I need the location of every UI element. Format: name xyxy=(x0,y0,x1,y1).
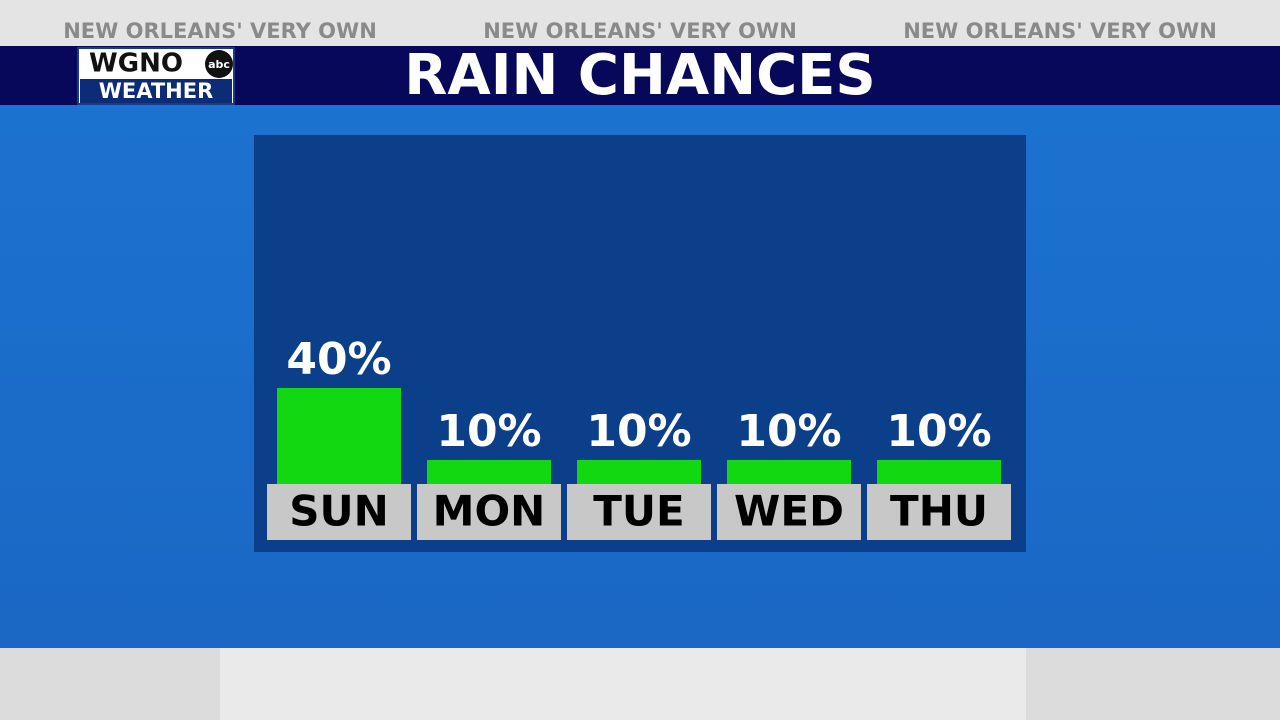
category-label: MON xyxy=(433,487,546,536)
logo-label: WEATHER xyxy=(99,79,214,103)
tagline: NEW ORLEANS' VERY OWN xyxy=(483,19,797,43)
chart-title: RAIN CHANCES xyxy=(404,43,876,108)
bar xyxy=(877,460,1001,484)
tagline: NEW ORLEANS' VERY OWN xyxy=(63,19,377,43)
bar xyxy=(577,460,701,484)
value-label: 40% xyxy=(286,334,391,385)
tagline: NEW ORLEANS' VERY OWN xyxy=(903,19,1217,43)
bars: 40% SUN 10% MON 10% TUE 10% WED 10% THU xyxy=(267,334,1011,540)
category-box xyxy=(567,484,711,540)
category-label: WED xyxy=(734,487,844,536)
bottom-panel xyxy=(220,648,1026,720)
bar xyxy=(427,460,551,484)
value-label: 10% xyxy=(886,406,991,457)
logo-network: abc xyxy=(208,58,230,71)
bar xyxy=(277,388,401,484)
logo-band xyxy=(80,79,232,103)
category-label: THU xyxy=(890,487,988,536)
category-label: TUE xyxy=(593,487,684,536)
category-label: SUN xyxy=(289,487,389,536)
category-box xyxy=(267,484,411,540)
top-strip xyxy=(0,0,1280,46)
logo-station: WGNO xyxy=(89,49,183,79)
category-box xyxy=(417,484,561,540)
bar xyxy=(727,460,851,484)
value-label: 10% xyxy=(586,406,691,457)
category-box xyxy=(867,484,1011,540)
value-label: 10% xyxy=(436,406,541,457)
category-box xyxy=(717,484,861,540)
logo-circle xyxy=(205,50,233,78)
value-label: 10% xyxy=(736,406,841,457)
